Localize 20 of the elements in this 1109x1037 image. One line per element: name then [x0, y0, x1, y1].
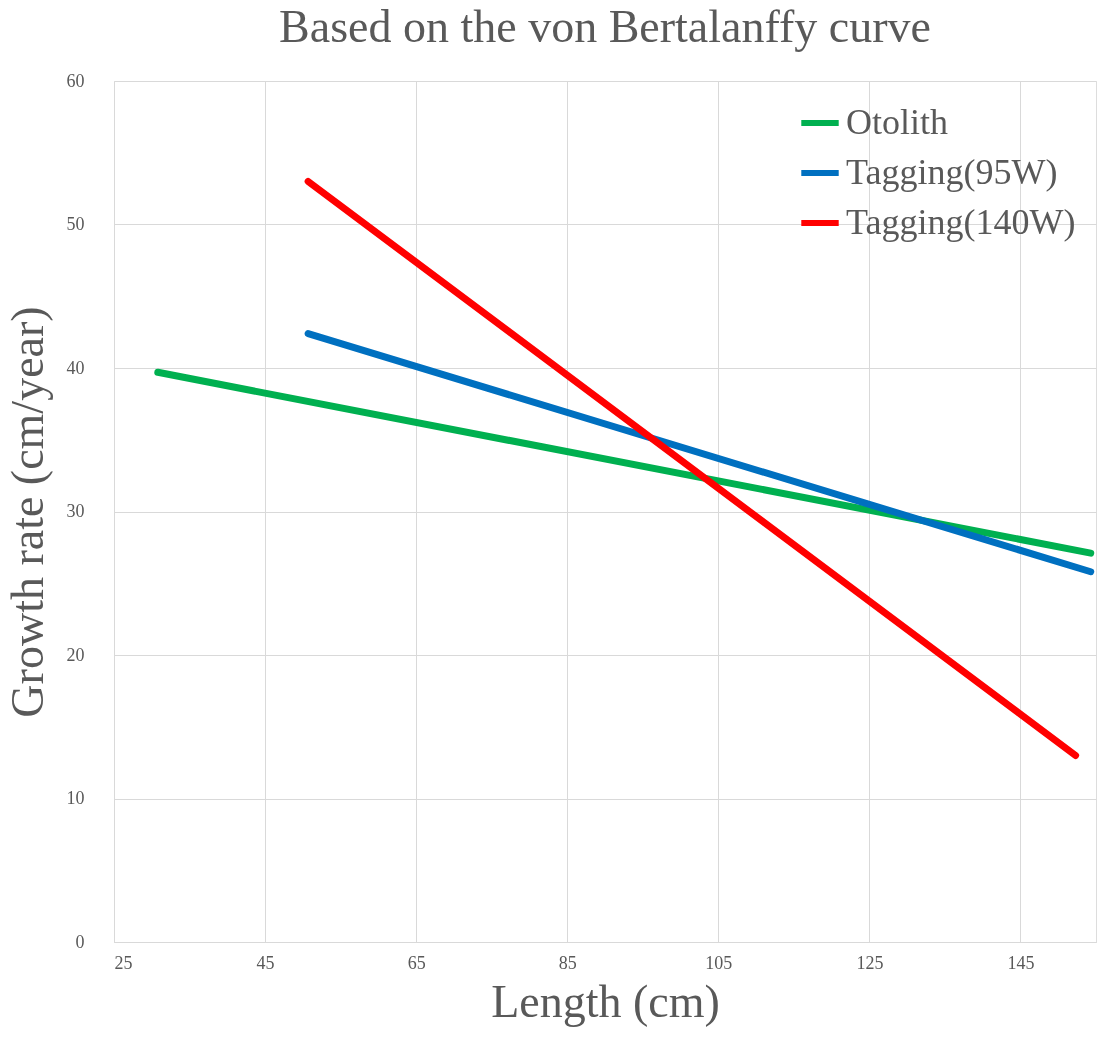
legend-label: Tagging(95W) [846, 152, 1058, 192]
y-tick-label: 20 [66, 644, 85, 665]
y-tick-label: 50 [66, 214, 85, 234]
y-tick-label: 40 [66, 357, 85, 378]
x-tick-label: 25 [114, 952, 133, 973]
x-axis-title: Length (cm) [491, 975, 720, 1027]
y-axis-title: Growth rate (cm/year) [1, 306, 53, 718]
legend-label: Tagging(140W) [846, 202, 1076, 242]
y-tick-label: 0 [75, 931, 85, 952]
y-tick-label: 30 [66, 501, 85, 521]
x-tick-label: 65 [407, 952, 426, 973]
y-tick-label: 60 [66, 70, 85, 91]
chart-title: Based on the von Bertalanffy curve [279, 1, 931, 52]
legend-label: Otolith [846, 102, 949, 142]
x-tick-label: 125 [856, 952, 884, 973]
x-tick-label: 85 [558, 952, 577, 973]
x-tick-label: 145 [1007, 952, 1035, 973]
y-tick-label: 10 [66, 788, 85, 808]
x-tick-label: 105 [705, 952, 733, 973]
x-tick-label: 45 [256, 952, 275, 973]
